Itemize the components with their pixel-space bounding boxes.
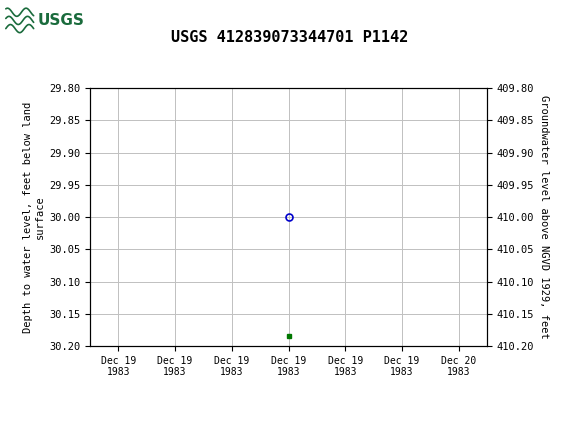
Text: USGS 412839073344701 P1142: USGS 412839073344701 P1142 bbox=[171, 30, 409, 45]
Y-axis label: Groundwater level above NGVD 1929, feet: Groundwater level above NGVD 1929, feet bbox=[539, 95, 549, 339]
Text: USGS: USGS bbox=[38, 13, 85, 28]
FancyBboxPatch shape bbox=[5, 3, 60, 37]
Y-axis label: Depth to water level, feet below land
surface: Depth to water level, feet below land su… bbox=[23, 101, 45, 333]
